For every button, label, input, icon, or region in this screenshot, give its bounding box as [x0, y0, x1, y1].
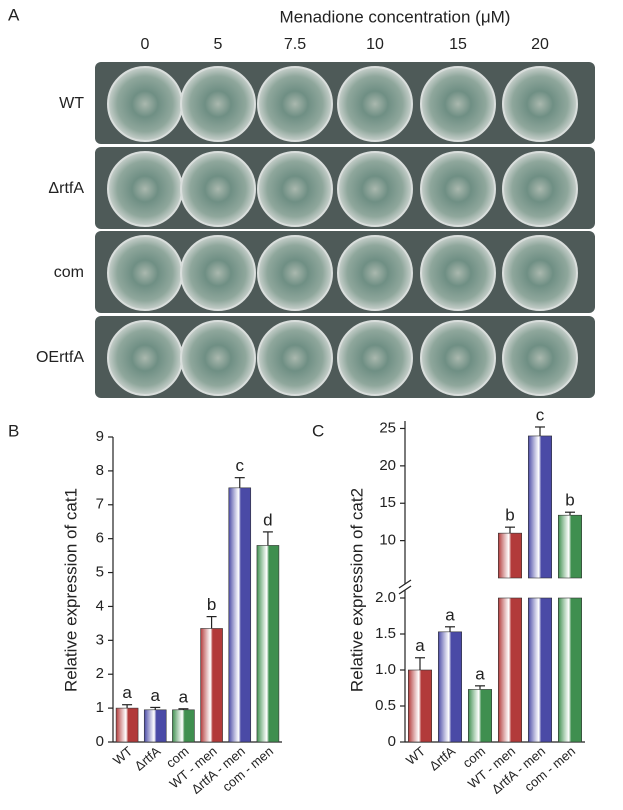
bar: [143, 709, 167, 743]
well: [337, 66, 413, 142]
y-tick-label: 0: [96, 733, 104, 750]
column-label: 0: [141, 36, 150, 53]
well: [107, 151, 183, 227]
well: [420, 235, 496, 311]
significance-letter: c: [536, 405, 545, 424]
bar: [172, 709, 195, 743]
well: [420, 151, 496, 227]
bar: [497, 532, 522, 579]
y-tick-label: 5: [96, 564, 104, 581]
bar: [557, 597, 582, 743]
significance-letter: a: [151, 686, 161, 705]
well: [180, 320, 256, 396]
y-tick-label: 1.5: [375, 625, 396, 642]
y-tick-label: 0: [388, 733, 396, 750]
column-label: 10: [366, 36, 384, 53]
well: [107, 320, 183, 396]
bar: [467, 689, 492, 743]
well: [502, 320, 578, 396]
y-tick-label: 15: [379, 494, 396, 511]
bar: [200, 628, 223, 743]
significance-letter: b: [505, 506, 514, 525]
panel-a-title: Menadione concentration (μM): [280, 7, 511, 26]
bar: [437, 631, 462, 743]
well: [257, 320, 333, 396]
x-tick-label: WT: [110, 743, 135, 768]
significance-letter: c: [236, 456, 245, 475]
bar: [256, 545, 280, 743]
x-tick-label: WT: [403, 743, 428, 768]
significance-letter: a: [415, 636, 425, 655]
y-axis-label: Relative expression of cat1: [61, 488, 80, 692]
well: [257, 235, 333, 311]
well: [502, 151, 578, 227]
axis-break: [398, 585, 412, 595]
well: [337, 151, 413, 227]
well: [257, 66, 333, 142]
panel-letter: C: [312, 421, 324, 440]
column-label: 20: [531, 36, 549, 53]
bar: [228, 487, 252, 743]
row-label: WT: [59, 95, 84, 112]
significance-letter: a: [179, 687, 189, 706]
significance-letter: a: [122, 683, 132, 702]
plates: [95, 62, 595, 398]
y-tick-label: 1: [96, 699, 104, 716]
y-tick-label: 10: [379, 532, 396, 549]
row-label: com: [54, 264, 84, 281]
well: [420, 66, 496, 142]
y-tick-label: 7: [96, 496, 104, 513]
bar: [407, 669, 432, 743]
y-tick-label: 1.0: [375, 661, 396, 678]
well: [180, 151, 256, 227]
y-tick-label: 9: [96, 428, 104, 445]
y-axis-label: Relative expression of cat2: [347, 488, 366, 692]
x-tick-label: ΔrtfA: [132, 743, 164, 773]
y-tick-label: 6: [96, 530, 104, 547]
well: [502, 66, 578, 142]
bar: [527, 597, 552, 743]
well: [502, 235, 578, 311]
panel-letter: A: [8, 5, 20, 24]
significance-letter: a: [445, 605, 455, 624]
well: [180, 66, 256, 142]
y-tick-label: 4: [96, 597, 104, 614]
y-tick-label: 8: [96, 462, 104, 479]
well: [337, 320, 413, 396]
well: [337, 235, 413, 311]
bar: [527, 435, 552, 579]
y-tick-label: 25: [379, 419, 396, 436]
y-tick-label: 2.0: [375, 589, 396, 606]
well: [180, 235, 256, 311]
row-label: OErtfA: [36, 349, 84, 366]
significance-letter: b: [207, 595, 216, 614]
well: [107, 235, 183, 311]
significance-letter: b: [565, 491, 574, 510]
x-tick-label: ΔrtfA: [426, 743, 458, 773]
significance-letter: a: [475, 664, 485, 683]
column-label: 15: [449, 36, 467, 53]
panel-letter: B: [8, 421, 19, 440]
y-tick-label: 0.5: [375, 697, 396, 714]
axis-break: [398, 579, 412, 589]
well: [257, 151, 333, 227]
bar: [497, 597, 522, 743]
y-tick-label: 2: [96, 665, 104, 682]
column-label: 5: [214, 36, 223, 53]
well: [107, 66, 183, 142]
significance-letter: d: [263, 510, 272, 529]
y-tick-label: 20: [379, 457, 396, 474]
y-tick-label: 3: [96, 631, 104, 648]
column-label: 7.5: [284, 36, 306, 53]
bar: [557, 514, 582, 579]
row-label: ΔrtfA: [48, 180, 84, 197]
bar: [115, 707, 139, 743]
well: [420, 320, 496, 396]
